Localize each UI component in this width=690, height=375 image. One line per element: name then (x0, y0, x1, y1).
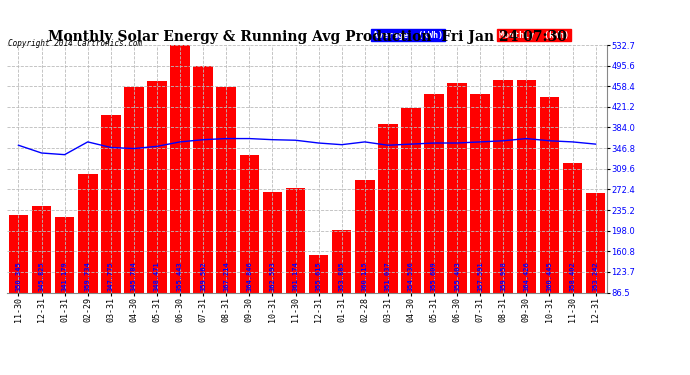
Bar (401, 108, 421, 292)
Text: Copyright 2014 Cartronics.com: Copyright 2014 Cartronics.com (8, 39, 142, 48)
Text: 359.734: 359.734 (85, 261, 90, 291)
Bar (147, 81, 167, 292)
Bar (9, 215, 28, 292)
Bar (493, 80, 513, 292)
Title: Monthly Solar Energy & Running Avg Production  Fri Jan 24 07:30: Monthly Solar Energy & Running Avg Produ… (48, 30, 566, 44)
Bar (286, 188, 305, 292)
Bar (101, 115, 121, 292)
Bar (378, 124, 397, 292)
Bar (32, 206, 51, 292)
Bar (170, 45, 190, 292)
Text: Monthly  (kWh): Monthly (kWh) (499, 31, 569, 40)
Bar (309, 255, 328, 292)
Text: Average  (kWh): Average (kWh) (373, 31, 443, 40)
Bar (517, 80, 536, 292)
Bar (263, 192, 282, 292)
Bar (193, 66, 213, 292)
Text: 359.562: 359.562 (200, 261, 206, 291)
Text: 364.426: 364.426 (524, 261, 529, 291)
Text: 358.402: 358.402 (569, 261, 575, 291)
Text: 345.825: 345.825 (39, 261, 45, 291)
Bar (471, 94, 490, 292)
Text: 355.615: 355.615 (315, 261, 322, 291)
Text: 360.115: 360.115 (362, 261, 368, 291)
Text: 355.443: 355.443 (177, 261, 183, 291)
Text: 361.174: 361.174 (293, 261, 299, 291)
Text: 353.885: 353.885 (339, 261, 345, 291)
Text: 347.775: 347.775 (108, 261, 114, 291)
Bar (586, 194, 605, 292)
Bar (355, 180, 375, 292)
Bar (55, 217, 75, 292)
Bar (124, 87, 144, 292)
Bar (447, 82, 467, 292)
Bar (424, 94, 444, 292)
Bar (540, 97, 560, 292)
Text: 355.403: 355.403 (454, 261, 460, 291)
Bar (78, 174, 97, 292)
Text: 367.214: 367.214 (224, 261, 229, 291)
Text: 355.609: 355.609 (431, 261, 437, 291)
Text: 341.179: 341.179 (61, 261, 68, 291)
Text: 357.591: 357.591 (477, 261, 483, 291)
Bar (563, 163, 582, 292)
Bar (239, 154, 259, 292)
Text: 364.846: 364.846 (246, 261, 253, 291)
Bar (217, 87, 236, 292)
Bar (332, 230, 351, 292)
Text: 353.242: 353.242 (593, 261, 599, 291)
Text: 354.536: 354.536 (408, 261, 414, 291)
Text: 350.345: 350.345 (15, 261, 21, 291)
Text: 345.784: 345.784 (131, 261, 137, 291)
Text: 362.593: 362.593 (269, 261, 275, 291)
Text: 351.037: 351.037 (385, 261, 391, 291)
Text: 348.471: 348.471 (154, 261, 160, 291)
Text: 360.445: 360.445 (546, 261, 553, 291)
Text: 359.958: 359.958 (500, 261, 506, 291)
